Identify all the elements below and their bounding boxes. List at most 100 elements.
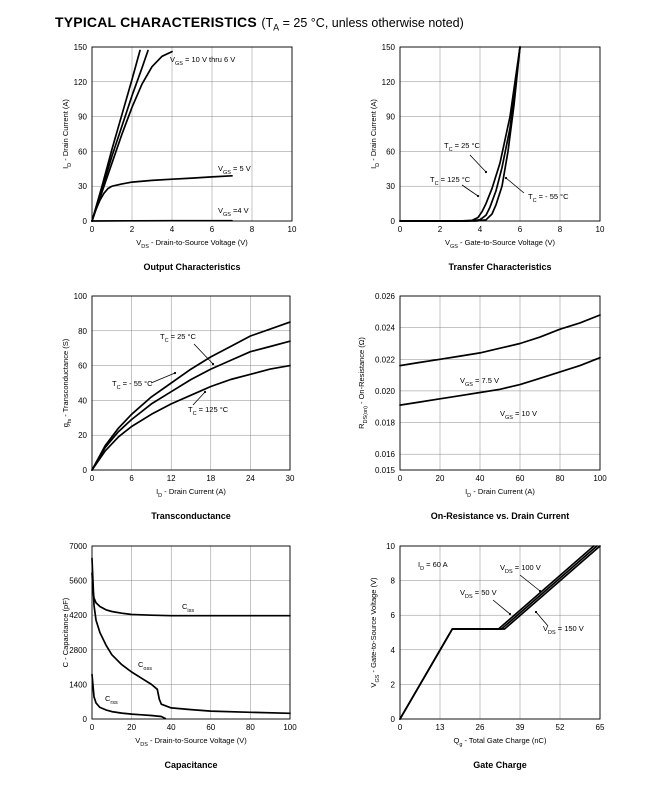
y-tick-label: 7000 <box>69 542 87 551</box>
y-tick-label: 0.020 <box>375 387 396 396</box>
series-line-2 <box>399 356 601 406</box>
series-line-1 <box>399 314 601 367</box>
series-line-4 <box>91 174 233 222</box>
y-axis-title: RDS(on) - On-Resistance (Ω) <box>357 337 369 429</box>
x-tick-label: 13 <box>436 723 445 732</box>
label-pointer <box>150 372 176 384</box>
y-tick-label: 80 <box>78 327 87 336</box>
y-tick-label: 8 <box>391 577 396 586</box>
label-pointer <box>505 177 525 194</box>
series-annotation: ID = 60 A <box>418 560 448 572</box>
y-tick-label: 40 <box>78 396 87 405</box>
y-axis-title: ID - Drain Current (A) <box>369 99 381 169</box>
series-annotation: TC = 25 °C <box>444 141 481 153</box>
chart-caption: Transfer Characteristics <box>448 262 551 272</box>
label-pointer <box>193 343 214 365</box>
y-tick-label: 0 <box>83 466 88 475</box>
x-tick-label: 6 <box>129 474 134 483</box>
x-tick-label: 65 <box>596 723 605 732</box>
series-annotation: VGS =4 V <box>218 206 249 218</box>
y-tick-label: 30 <box>386 182 395 191</box>
x-tick-label: 20 <box>436 474 445 483</box>
chart-caption: Output Characteristics <box>143 262 240 272</box>
chart-caption: Gate Charge <box>473 760 527 770</box>
chart-6: 0 13 26 39 52 65 0 2 4 6 8 10 Qg - Total Gate Charge… <box>369 542 605 770</box>
series-annotation: TC = 125 °C <box>188 405 229 417</box>
series-line-3 <box>91 364 291 471</box>
chart-1: 0 2 4 6 8 10 0 30 60 90 120 150 VDS - Drain-to-Sourc… <box>61 43 297 272</box>
series-line-3 <box>399 545 601 720</box>
x-tick-label: 18 <box>206 474 215 483</box>
series-annotation: Ciss <box>182 602 194 614</box>
y-tick-label: 150 <box>382 43 396 52</box>
x-tick-label: 2 <box>130 225 135 234</box>
series-annotation: TC = - 55 °C <box>528 192 569 204</box>
x-tick-label: 52 <box>556 723 565 732</box>
pointer-tip <box>504 176 508 180</box>
series-annotation: VDS = 100 V <box>500 563 541 575</box>
chart-3: 0 6 12 18 24 30 0 20 40 60 80 100 ID - Drain Current… <box>61 292 295 521</box>
plot-frame <box>91 295 291 471</box>
series-annotation: TC = - 55 °C <box>112 379 153 391</box>
x-tick-label: 20 <box>127 723 136 732</box>
y-tick-label: 0.022 <box>375 355 396 364</box>
x-tick-label: 40 <box>167 723 176 732</box>
y-tick-label: 10 <box>386 542 395 551</box>
series-annotation: VDS = 50 V <box>460 588 497 600</box>
series-annotation: TC = 25 °C <box>160 332 197 344</box>
label-pointer <box>461 184 479 197</box>
pointer-tip <box>484 170 488 174</box>
x-tick-label: 0 <box>398 225 403 234</box>
plot-frame <box>399 545 601 720</box>
y-tick-label: 20 <box>78 431 87 440</box>
x-tick-label: 10 <box>596 225 605 234</box>
y-tick-label: 60 <box>78 362 87 371</box>
y-axis-title: VGS - Gate-to-Source Voltage (V) <box>369 577 381 688</box>
pointer-tip <box>508 612 512 616</box>
series-line-1 <box>91 321 291 471</box>
y-tick-label: 4200 <box>69 611 87 620</box>
chart-4: 0 20 40 60 80 100 0.015 0.016 0.018 0.020 0.022 0.0… <box>357 292 607 521</box>
pointer-tip <box>173 371 177 375</box>
x-tick-label: 30 <box>286 474 295 483</box>
y-tick-label: 0 <box>391 715 396 724</box>
pointer-tip <box>538 589 542 593</box>
x-tick-label: 8 <box>558 225 563 234</box>
x-tick-label: 0 <box>398 723 403 732</box>
series-line-2 <box>91 340 291 471</box>
chart-caption: Transconductance <box>151 511 231 521</box>
y-tick-label: 100 <box>74 292 88 301</box>
x-tick-label: 4 <box>170 225 175 234</box>
x-tick-label: 0 <box>398 474 403 483</box>
x-tick-label: 2 <box>438 225 443 234</box>
pointer-tip <box>476 194 480 198</box>
x-axis-title: Qg - Total Gate Charge (nC) <box>454 736 547 748</box>
y-tick-label: 60 <box>78 147 87 156</box>
label-pointer <box>192 391 206 406</box>
series-line-3 <box>399 46 521 222</box>
y-tick-label: 0 <box>83 217 88 226</box>
x-tick-label: 39 <box>516 723 525 732</box>
plot-frame <box>399 46 601 222</box>
series-line-1 <box>91 50 173 222</box>
x-tick-label: 60 <box>206 723 215 732</box>
series-line-3 <box>91 49 141 222</box>
series-line-2 <box>91 557 291 715</box>
y-tick-label: 5600 <box>69 577 87 586</box>
series-line-3 <box>91 673 167 720</box>
x-tick-label: 12 <box>167 474 176 483</box>
y-tick-label: 0.015 <box>375 466 396 475</box>
pointer-tip <box>211 362 215 366</box>
y-tick-label: 1400 <box>69 680 87 689</box>
page-header: TYPICAL CHARACTERISTICS (TA = 25 °C, unl… <box>55 14 464 33</box>
header-conditions: (TA = 25 °C, unless otherwise noted) <box>261 16 464 33</box>
x-tick-label: 40 <box>476 474 485 483</box>
label-pointer <box>469 154 487 173</box>
series-annotation: VGS = 10 V <box>500 409 537 421</box>
y-tick-label: 0.016 <box>375 450 396 459</box>
pointer-tip <box>534 610 538 614</box>
y-tick-label: 90 <box>386 113 395 122</box>
chart-caption: Capacitance <box>164 760 217 770</box>
chart-caption: On-Resistance vs. Drain Current <box>431 511 570 521</box>
